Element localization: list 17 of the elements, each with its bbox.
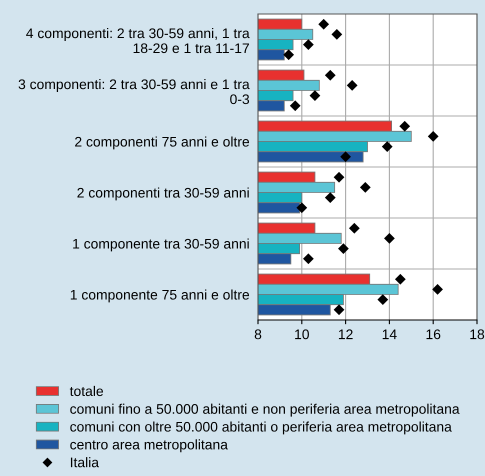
x-tick-label: 10 xyxy=(295,329,309,340)
legend-label: Italia xyxy=(70,457,100,468)
x-tick-label: 16 xyxy=(426,329,440,340)
y-tick-label: 1 componente 75 anni e oltre xyxy=(70,289,250,302)
legend-label: totale xyxy=(70,386,104,396)
y-tick-label: 2 componenti 75 anni e oltre xyxy=(75,136,250,150)
x-tick-label: 12 xyxy=(338,329,353,340)
legend-label: comuni con oltre 50.000 abitanti o periferia area metropolitana xyxy=(70,421,452,434)
x-tick-label: 14 xyxy=(382,330,397,340)
y-tick-label: 1 componente tra 30-59 anni xyxy=(73,238,249,252)
legend-label: comuni fino a 50.000 abitanti e non periferia area metropolitana xyxy=(70,404,460,417)
legend-label: centro area metropolitana xyxy=(70,439,228,452)
x-tick-label: 18 xyxy=(470,329,484,340)
y-tick-label: 3 componenti: 2 tra 30-59 anni e 1 tra 0-3 xyxy=(18,78,250,104)
y-tick-label: 2 componenti tra 30-59 anni xyxy=(77,187,249,200)
x-tick-label: 8 xyxy=(254,329,262,340)
y-tick-label: 4 componenti: 2 tra 30-59 anni, 1 tra 18-29 e 1 tra 11-17 xyxy=(26,28,250,54)
